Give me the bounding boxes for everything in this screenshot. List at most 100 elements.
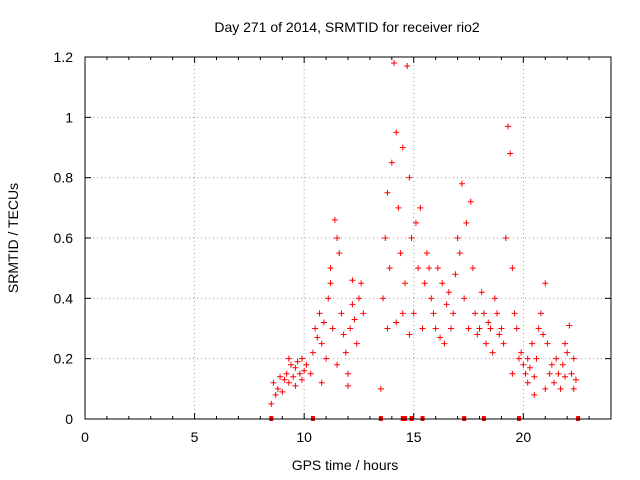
y-tick-label: 0.2 (54, 351, 74, 367)
data-points (268, 60, 579, 407)
data-point (318, 379, 325, 386)
data-point (439, 280, 446, 287)
data-point (423, 250, 430, 257)
data-point (513, 325, 520, 332)
y-tick-label: 0.6 (54, 230, 74, 246)
data-point (496, 331, 503, 338)
data-point (318, 340, 325, 347)
data-point (380, 295, 387, 302)
data-point (277, 373, 284, 380)
data-point (288, 361, 295, 368)
data-point (342, 349, 349, 356)
data-point (358, 280, 365, 287)
data-point (325, 295, 332, 302)
data-point (542, 385, 549, 392)
data-point (504, 123, 511, 130)
data-point (491, 295, 498, 302)
data-point (461, 295, 468, 302)
data-point (476, 325, 483, 332)
data-point (334, 235, 341, 241)
data-point (285, 355, 292, 362)
data-point (312, 325, 319, 332)
data-point (441, 340, 448, 347)
data-point (292, 382, 299, 389)
y-tick-label: 0 (65, 411, 73, 427)
data-point (450, 310, 457, 317)
data-point (566, 322, 573, 329)
x-tick-label: 0 (81, 429, 89, 445)
data-point (279, 388, 286, 395)
data-point (417, 204, 424, 211)
y-axis-label: SRMTID / TECUs (5, 183, 21, 293)
data-point (533, 355, 540, 362)
data-point (483, 340, 490, 347)
y-tick-label: 0.4 (54, 290, 74, 306)
data-point (360, 310, 367, 317)
x-axis-label: GPS time / hours (292, 457, 399, 473)
y-tick-label: 1 (65, 109, 73, 125)
data-point (568, 370, 575, 377)
data-point (557, 385, 564, 392)
data-point (334, 361, 341, 368)
data-point (419, 325, 426, 332)
data-point (437, 334, 444, 341)
data-point (399, 310, 406, 317)
data-point (355, 295, 362, 302)
data-point (384, 189, 391, 196)
data-point (518, 349, 525, 356)
data-point (281, 376, 288, 383)
data-point (478, 289, 485, 296)
x-tick-label: 5 (191, 429, 199, 445)
data-point (327, 280, 334, 287)
data-point (307, 370, 314, 377)
data-point (509, 370, 516, 377)
data-point (463, 219, 470, 226)
data-point (570, 385, 577, 392)
data-point (408, 235, 415, 241)
data-point (507, 150, 514, 157)
data-point (421, 280, 428, 287)
data-point (401, 280, 408, 287)
data-point (353, 340, 360, 347)
chart-title: Day 271 of 2014, SRMTID for receiver rio… (214, 19, 480, 35)
data-point (309, 349, 316, 356)
data-point (452, 271, 459, 278)
data-point (274, 385, 281, 392)
data-point (406, 174, 413, 181)
data-point (320, 319, 327, 326)
data-point (340, 331, 347, 338)
data-point (285, 379, 292, 386)
data-point (283, 370, 290, 377)
data-point (454, 235, 461, 241)
data-point (561, 373, 568, 380)
data-point (404, 63, 411, 70)
data-point (270, 379, 277, 386)
data-point (327, 265, 334, 272)
data-point (347, 325, 354, 332)
y-tick-label: 0.8 (54, 170, 74, 186)
data-point (410, 310, 417, 317)
data-point (412, 219, 419, 226)
data-point (384, 325, 391, 332)
data-point (406, 331, 413, 338)
data-point (399, 144, 406, 151)
data-point (553, 355, 560, 362)
data-point (509, 265, 516, 272)
data-point (535, 325, 542, 332)
data-point (395, 204, 402, 211)
data-point (430, 310, 437, 317)
data-point (494, 310, 501, 317)
data-point (290, 373, 297, 380)
data-point (531, 391, 538, 398)
data-point (511, 310, 518, 317)
data-point (559, 361, 566, 368)
data-point (338, 310, 345, 317)
data-point (489, 349, 496, 356)
data-point (434, 265, 441, 272)
data-point (349, 277, 356, 284)
data-point (548, 361, 555, 368)
data-point (316, 310, 323, 317)
data-point (456, 250, 463, 257)
data-point (555, 370, 562, 377)
data-point (572, 376, 579, 383)
